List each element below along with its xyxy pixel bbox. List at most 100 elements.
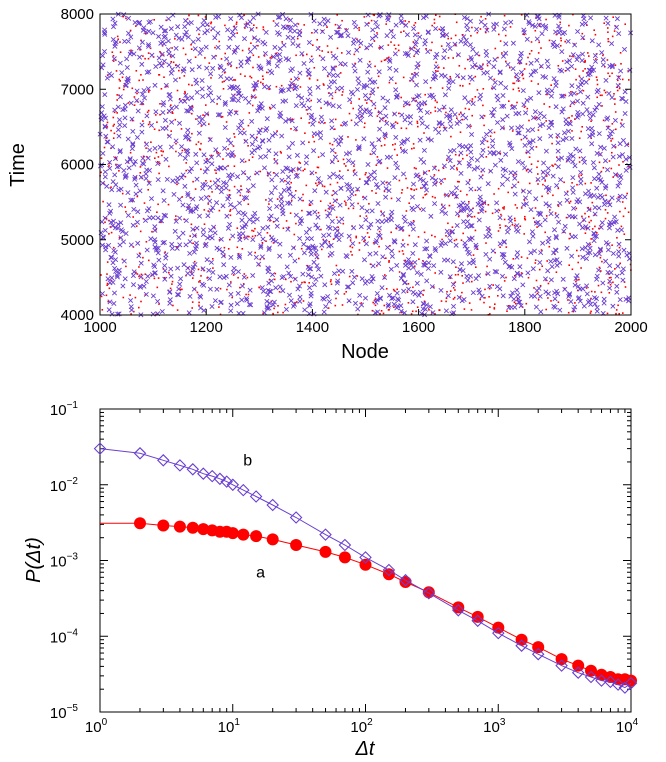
scatter-dot bbox=[568, 24, 570, 27]
scatter-cross bbox=[484, 52, 490, 58]
scatter-dot bbox=[252, 66, 254, 69]
scatter-dot bbox=[454, 289, 456, 291]
scatter-cross bbox=[336, 104, 342, 110]
scatter-dot bbox=[388, 56, 390, 59]
scatter-cross bbox=[170, 53, 176, 59]
scatter-cross bbox=[294, 152, 300, 158]
scatter-cross bbox=[423, 13, 429, 19]
scatter-cross bbox=[601, 296, 607, 302]
scatter-cross bbox=[468, 143, 474, 149]
scatter-cross bbox=[346, 158, 352, 164]
scatter-dot bbox=[470, 309, 473, 311]
scatter-cross bbox=[425, 29, 431, 35]
scatter-cross bbox=[163, 156, 169, 162]
scatter-dot bbox=[272, 242, 275, 244]
scatter-dot bbox=[445, 235, 447, 237]
scatter-cross bbox=[343, 151, 349, 157]
top-y-tick-label: 4000 bbox=[61, 307, 94, 324]
scatter-dot bbox=[589, 208, 592, 211]
scatter-dot bbox=[359, 46, 361, 48]
scatter-cross bbox=[370, 263, 376, 269]
scatter-dot bbox=[176, 309, 179, 311]
scatter-cross bbox=[258, 243, 264, 249]
scatter-cross bbox=[424, 124, 430, 130]
scatter-cross bbox=[407, 120, 413, 126]
scatter-dot bbox=[408, 234, 411, 237]
scatter-cross bbox=[182, 155, 188, 161]
scatter-cross bbox=[392, 51, 398, 57]
scatter-cross bbox=[540, 169, 546, 175]
scatter-cross bbox=[500, 173, 506, 179]
scatter-cross bbox=[520, 188, 526, 194]
scatter-cross bbox=[287, 17, 294, 23]
scatter-dot bbox=[229, 210, 231, 212]
bottom-x-axis-title-text: Δt bbox=[355, 738, 376, 760]
scatter-cross bbox=[351, 63, 357, 69]
scatter-cross bbox=[166, 92, 172, 98]
scatter-cross bbox=[349, 268, 355, 274]
scatter-cross bbox=[514, 250, 521, 256]
scatter-dot bbox=[345, 165, 347, 167]
scatter-cross bbox=[587, 193, 593, 199]
scatter-dot bbox=[543, 103, 545, 105]
scatter-cross bbox=[110, 223, 116, 229]
scatter-cross bbox=[595, 194, 601, 200]
scatter-cross bbox=[127, 156, 133, 162]
scatter-cross bbox=[228, 308, 234, 314]
scatter-cross bbox=[357, 57, 363, 63]
scatter-cross bbox=[158, 217, 164, 223]
top-x-axis-title: Node bbox=[341, 341, 389, 363]
scatter-dot bbox=[247, 145, 249, 147]
top-x-tick-label: 1200 bbox=[190, 319, 223, 336]
scatter-cross bbox=[461, 34, 467, 40]
scatter-dot bbox=[348, 275, 351, 278]
scatter-cross bbox=[569, 83, 575, 89]
scatter-dot bbox=[578, 75, 581, 77]
scatter-dot bbox=[172, 61, 175, 64]
scatter-cross bbox=[237, 122, 244, 129]
scatter-cross bbox=[256, 231, 262, 237]
scatter-cross bbox=[385, 98, 391, 104]
scatter-cross bbox=[373, 299, 379, 305]
scatter-cross bbox=[292, 276, 298, 282]
scatter-dot bbox=[456, 168, 458, 171]
scatter-cross bbox=[125, 30, 132, 36]
scatter-cross bbox=[175, 265, 181, 271]
scatter-cross bbox=[564, 197, 570, 203]
scatter-dot bbox=[239, 286, 241, 289]
scatter-cross bbox=[447, 118, 453, 124]
scatter-dot bbox=[345, 291, 347, 293]
scatter-dot bbox=[248, 112, 251, 114]
scatter-cross bbox=[330, 171, 336, 177]
scatter-dot bbox=[403, 105, 405, 108]
scatter-cross bbox=[244, 59, 250, 65]
scatter-cross bbox=[487, 75, 494, 81]
scatter-cross bbox=[311, 282, 317, 288]
scatter-cross bbox=[277, 110, 283, 116]
scatter-dot bbox=[379, 46, 381, 49]
scatter-dot bbox=[614, 111, 617, 113]
scatter-cross bbox=[266, 137, 272, 143]
scatter-dot bbox=[447, 37, 449, 40]
scatter-cross bbox=[466, 260, 473, 266]
scatter-dot bbox=[585, 227, 588, 230]
scatter-dot bbox=[507, 305, 510, 307]
series-a-point bbox=[173, 520, 186, 533]
scatter-cross bbox=[141, 161, 147, 167]
scatter-dot bbox=[548, 39, 551, 42]
scatter-cross bbox=[487, 128, 493, 134]
scatter-dot bbox=[462, 232, 464, 235]
scatter-cross bbox=[200, 22, 206, 28]
scatter-cross bbox=[424, 109, 430, 116]
scatter-dot bbox=[598, 266, 601, 269]
scatter-cross bbox=[398, 18, 404, 24]
scatter-cross bbox=[150, 293, 156, 299]
scatter-dot bbox=[548, 245, 551, 248]
scatter-dot bbox=[223, 72, 226, 74]
scatter-cross bbox=[328, 91, 334, 97]
scatter-cross bbox=[168, 70, 174, 76]
scatter-dot bbox=[352, 207, 355, 210]
scatter-cross bbox=[265, 224, 271, 230]
scatter-dot bbox=[243, 236, 245, 239]
